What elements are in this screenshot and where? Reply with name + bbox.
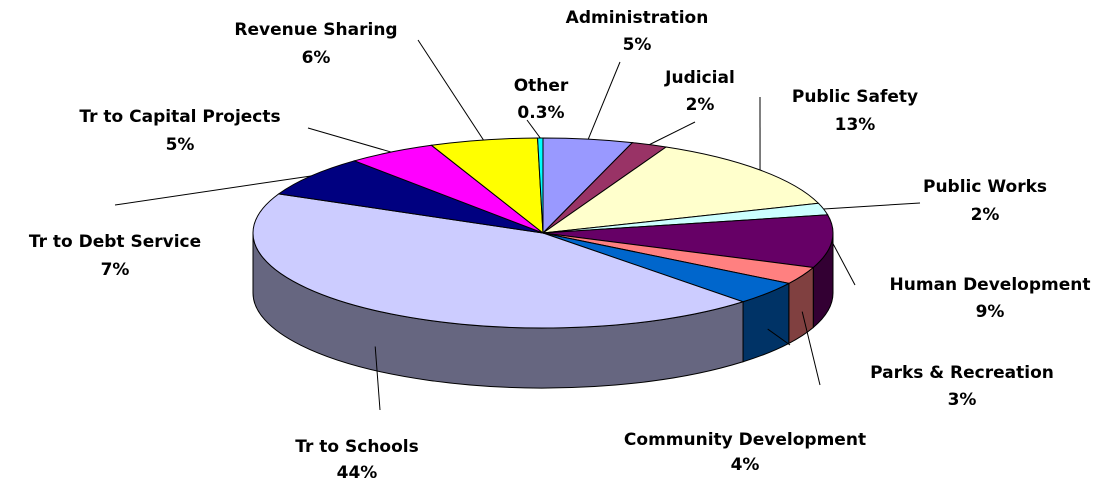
slice (277, 160, 544, 234)
leader-line (417, 39, 484, 141)
value-label: 6% (302, 48, 331, 68)
leader-line (649, 121, 696, 146)
value-label: 4% (731, 455, 760, 475)
value-label: 2% (971, 205, 1000, 225)
leader-line (374, 346, 381, 411)
leader-line (767, 328, 791, 346)
category-label: Parks & Recreation (870, 363, 1054, 383)
category-label: Public Works (923, 177, 1047, 197)
value-label: 3% (948, 390, 977, 410)
category-label: Tr to Capital Projects (79, 107, 280, 127)
leader-line (526, 119, 541, 139)
value-label: 0.3% (517, 103, 564, 123)
category-label: Other (514, 76, 569, 96)
category-label: Judicial (664, 68, 735, 88)
category-label: Administration (566, 8, 709, 28)
leader-line (114, 175, 312, 206)
slice (252, 193, 745, 329)
category-label: Revenue Sharing (234, 20, 397, 40)
value-label: 44% (337, 463, 378, 483)
value-label: 5% (623, 35, 652, 55)
pie-tops (252, 137, 834, 329)
category-label: Human Development (890, 275, 1091, 295)
leader-line (823, 202, 921, 210)
category-label: Community Development (624, 430, 866, 450)
leader-line (831, 241, 856, 286)
value-label: 2% (686, 95, 715, 115)
value-label: 13% (835, 115, 876, 135)
leader-line (307, 127, 392, 153)
category-label: Tr to Schools (295, 437, 418, 457)
leader-line (801, 311, 821, 386)
slice (542, 146, 820, 234)
category-label: Public Safety (792, 87, 918, 107)
value-label: 5% (166, 135, 195, 155)
slice (537, 137, 544, 234)
value-label: 7% (101, 260, 130, 280)
category-label: Tr to Debt Service (29, 232, 201, 252)
leader-line (587, 61, 621, 140)
value-label: 9% (976, 302, 1005, 322)
